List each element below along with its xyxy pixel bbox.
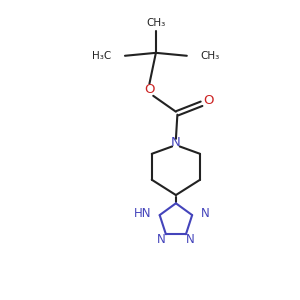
- Text: CH₃: CH₃: [201, 51, 220, 61]
- Text: H₃C: H₃C: [92, 51, 111, 61]
- Text: N: N: [157, 233, 166, 246]
- Text: N: N: [171, 136, 181, 149]
- Text: O: O: [203, 94, 213, 107]
- Text: CH₃: CH₃: [146, 18, 166, 28]
- Text: HN: HN: [134, 207, 152, 220]
- Text: N: N: [200, 207, 209, 220]
- Text: N: N: [186, 233, 194, 246]
- Text: O: O: [144, 82, 155, 95]
